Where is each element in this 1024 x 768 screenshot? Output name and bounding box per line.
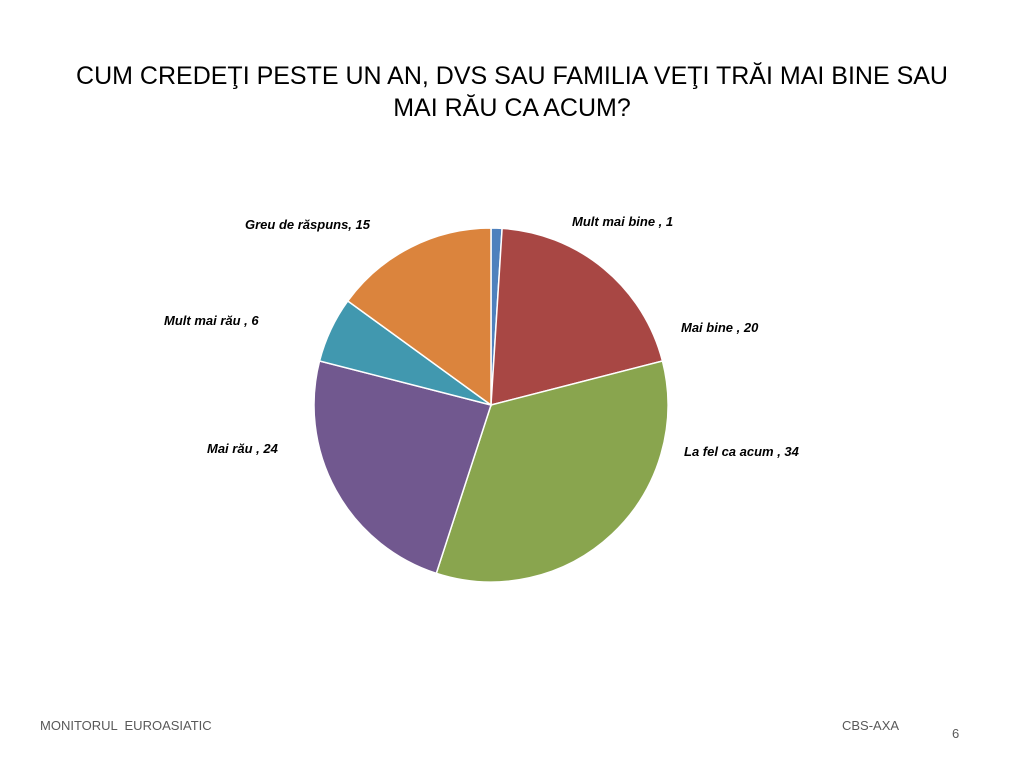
pie-slice-la-fel-ca-acum	[435, 360, 669, 583]
pie-slice-mai-bine	[490, 227, 664, 406]
slice-label-mai-bine: Mai bine , 20	[681, 320, 759, 335]
slice-label-mult-mai-rau: Mult mai rău , 6	[164, 313, 259, 328]
chart-title: CUM CREDEŢI PESTE UN AN, DVS SAU FAMILIA…	[76, 62, 948, 122]
slice-label-la-fel-ca-acum: La fel ca acum , 34	[684, 444, 800, 459]
footer-organization: CBS-AXA	[842, 718, 900, 733]
page-number: 6	[952, 726, 960, 741]
pie-slice-greu-de-raspuns	[346, 227, 492, 407]
slice-label-mai-rau: Mai rău , 24	[207, 441, 279, 456]
footer-source: MONITORUL EUROASIATIC	[40, 718, 212, 733]
slice-label-mult-mai-bine: Mult mai bine , 1	[572, 214, 673, 229]
slice-label-greu-de-raspuns: Greu de răspuns, 15	[245, 217, 371, 232]
pie-slice-mai-rau	[313, 360, 492, 575]
